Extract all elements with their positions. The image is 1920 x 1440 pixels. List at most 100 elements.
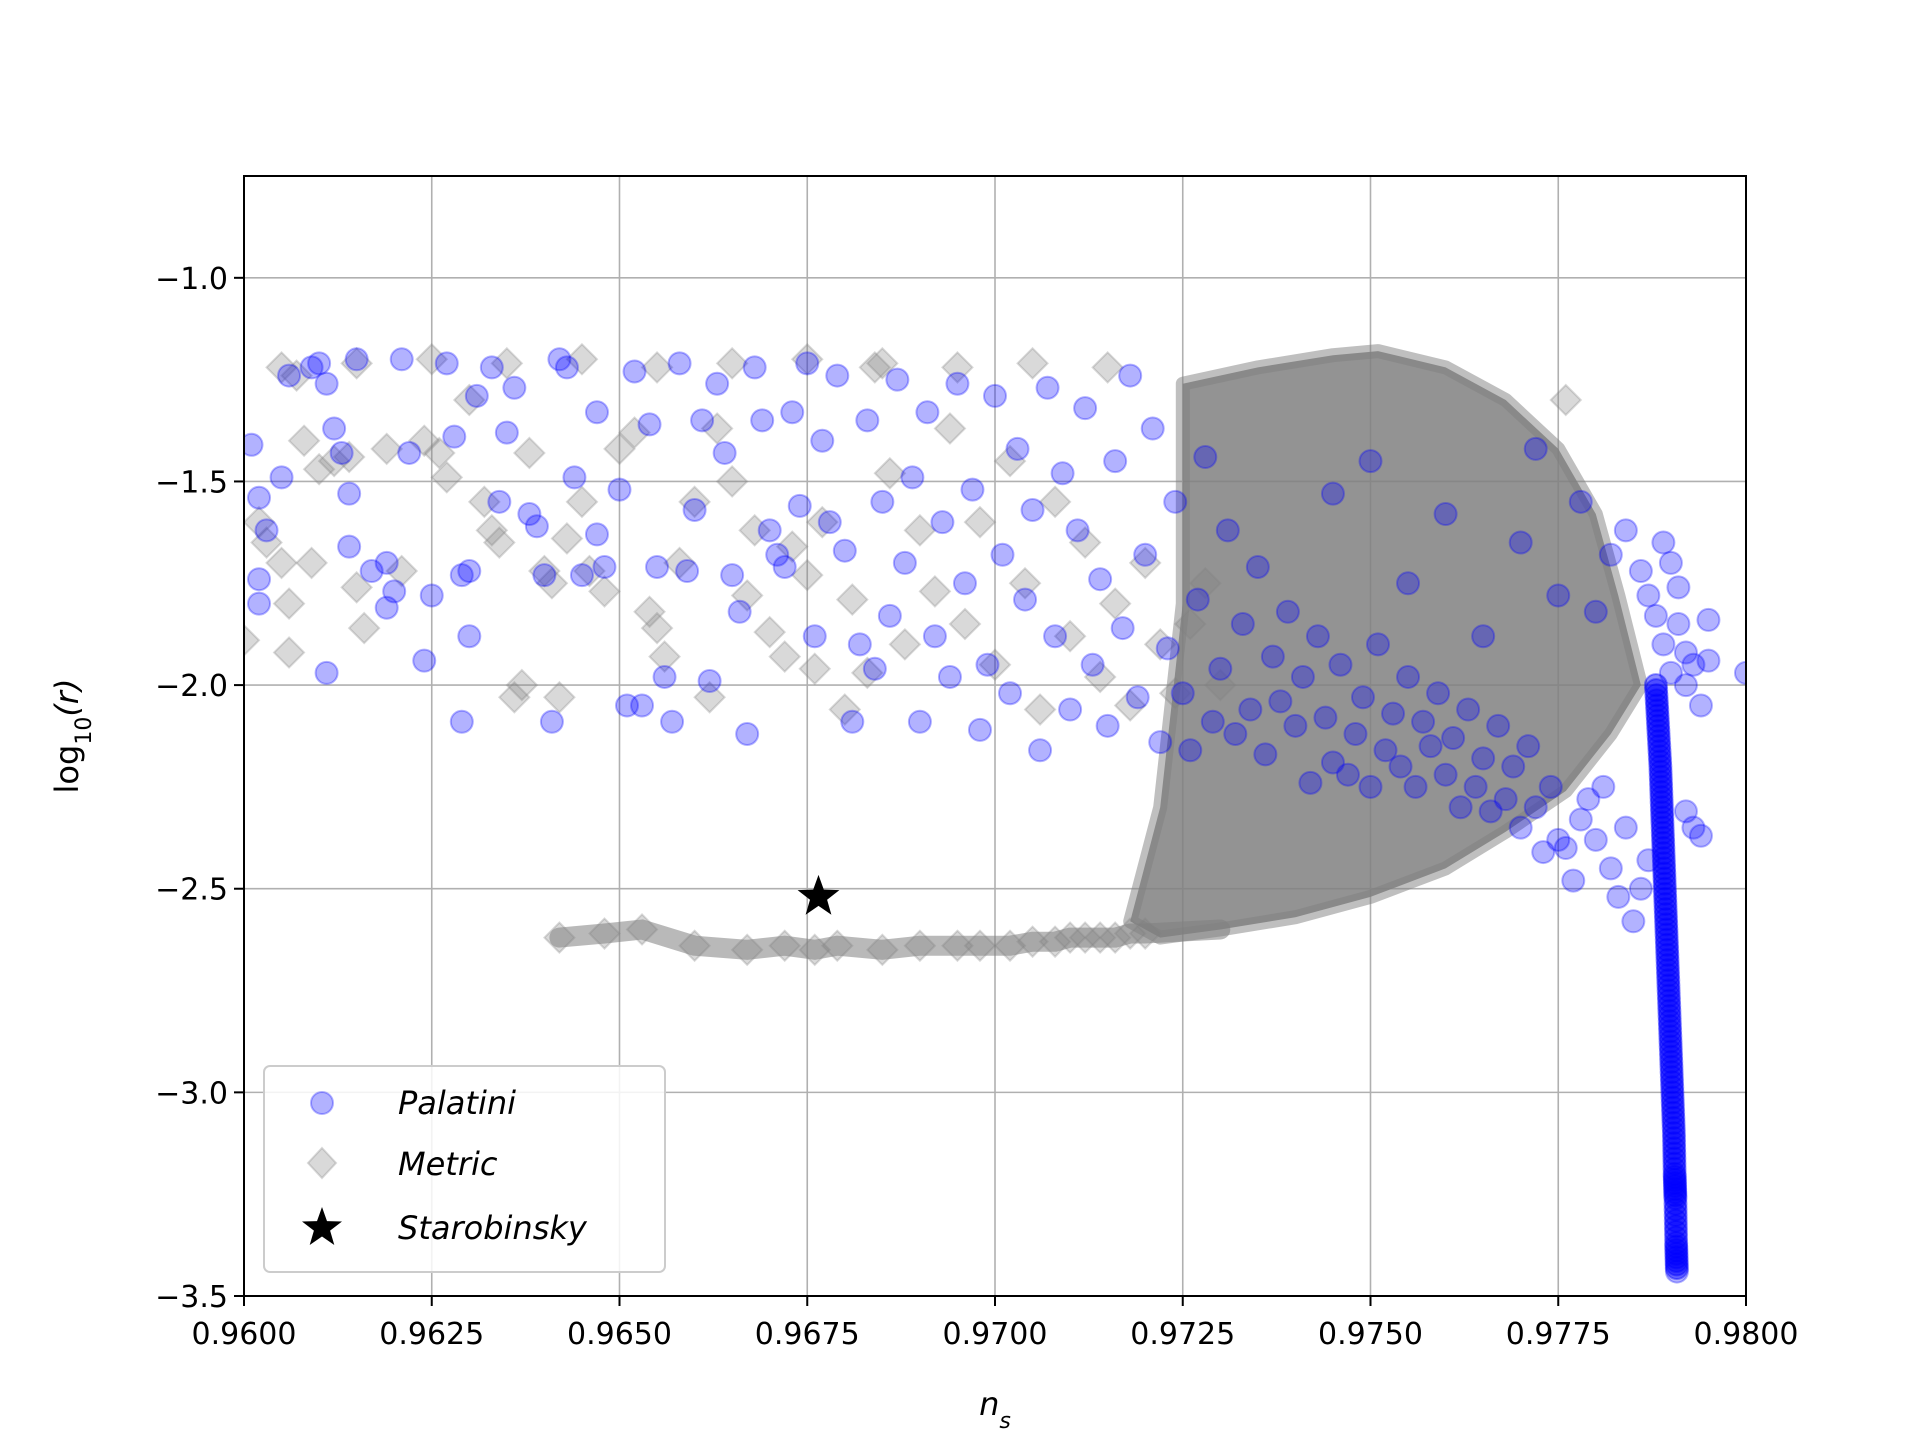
palatini-point bbox=[960, 477, 985, 502]
palatini-point bbox=[1663, 1203, 1688, 1228]
palatini-point bbox=[457, 559, 482, 584]
palatini-point bbox=[1664, 1231, 1689, 1256]
palatini-point bbox=[1493, 787, 1518, 812]
y-axis-title: log10(r) bbox=[48, 679, 97, 794]
palatini-point bbox=[1663, 1174, 1688, 1199]
palatini-point bbox=[840, 709, 865, 734]
palatini-point bbox=[1662, 1141, 1687, 1166]
palatini-point bbox=[494, 420, 519, 445]
metric-point bbox=[805, 505, 839, 539]
palatini-point bbox=[1636, 583, 1661, 608]
metric-point bbox=[715, 465, 749, 498]
palatini-point bbox=[825, 363, 850, 388]
legend-label-starobinsky: Starobinsky bbox=[398, 1209, 588, 1247]
y-tick-label: −1.5 bbox=[155, 465, 228, 500]
palatini-point bbox=[1653, 902, 1678, 927]
palatini-point bbox=[1643, 603, 1668, 628]
palatini-point bbox=[1652, 861, 1677, 886]
metric-point bbox=[565, 485, 599, 519]
palatini-point bbox=[697, 669, 722, 694]
palatini-point bbox=[652, 664, 677, 689]
palatini-point bbox=[1305, 624, 1330, 649]
metric-point bbox=[1038, 485, 1072, 519]
palatini-point bbox=[1664, 1259, 1689, 1284]
palatini-point bbox=[374, 550, 399, 575]
metric-point bbox=[1188, 566, 1222, 600]
palatini-point bbox=[1657, 993, 1682, 1018]
starobinsky-point bbox=[797, 874, 840, 915]
palatini-point bbox=[337, 481, 362, 506]
palatini-point bbox=[967, 717, 992, 742]
palatini-point bbox=[1654, 927, 1679, 952]
palatini-point bbox=[569, 563, 594, 588]
metric-point bbox=[888, 627, 922, 661]
metric-point bbox=[272, 636, 306, 669]
palatini-point bbox=[622, 359, 647, 384]
palatini-point bbox=[795, 351, 820, 376]
palatini-point bbox=[464, 383, 489, 408]
palatini-point bbox=[1696, 607, 1721, 632]
metric-point bbox=[663, 546, 696, 580]
palatini-point bbox=[1088, 567, 1113, 592]
palatini-point bbox=[1662, 1161, 1687, 1186]
palatini-point bbox=[1656, 973, 1681, 998]
palatini-point bbox=[547, 347, 572, 372]
palatini-point bbox=[1621, 909, 1646, 934]
palatini-point bbox=[810, 428, 835, 453]
palatini-point bbox=[1660, 1090, 1685, 1115]
palatini-point bbox=[1681, 815, 1706, 840]
metric-point bbox=[790, 342, 824, 376]
palatini-point bbox=[1335, 762, 1360, 787]
metric-point bbox=[903, 513, 937, 547]
palatini-point bbox=[1734, 660, 1746, 685]
palatini-point bbox=[1320, 481, 1345, 506]
metric-point bbox=[317, 444, 351, 478]
palatini-point bbox=[434, 351, 459, 376]
metric-point bbox=[1158, 676, 1192, 710]
palatini-point bbox=[945, 371, 970, 396]
palatini-point bbox=[314, 371, 339, 396]
x-tick-label: 0.9775 bbox=[1506, 1317, 1611, 1352]
palatini-point bbox=[1260, 644, 1285, 669]
palatini-point bbox=[1403, 774, 1428, 799]
palatini-point bbox=[1644, 678, 1669, 703]
palatini-point bbox=[1651, 632, 1676, 657]
metric-point bbox=[640, 351, 674, 384]
palatini-point bbox=[998, 681, 1023, 706]
palatini-point bbox=[847, 632, 872, 657]
palatini-point bbox=[442, 424, 467, 449]
palatini-point bbox=[1696, 648, 1721, 673]
palatini-point bbox=[1659, 1065, 1684, 1090]
palatini-point bbox=[1654, 922, 1679, 947]
palatini-point bbox=[1650, 815, 1675, 840]
metric-point bbox=[588, 575, 621, 608]
palatini-point bbox=[1313, 705, 1338, 730]
palatini-point bbox=[1373, 738, 1398, 763]
palatini-point bbox=[1660, 1095, 1685, 1120]
metric-point bbox=[1113, 689, 1147, 722]
metric-point bbox=[1549, 383, 1583, 417]
palatini-point bbox=[1664, 1238, 1689, 1263]
palatini-point bbox=[1486, 713, 1511, 738]
palatini-point bbox=[1223, 721, 1248, 746]
palatini-point bbox=[1658, 1039, 1683, 1064]
metric-point bbox=[422, 436, 456, 470]
palatini-point bbox=[1657, 1009, 1682, 1034]
palatini-point bbox=[607, 477, 632, 502]
palatini-point bbox=[1661, 1105, 1686, 1130]
palatini-point bbox=[1268, 689, 1293, 714]
palatini-point bbox=[1396, 664, 1421, 689]
palatini-point bbox=[1644, 683, 1669, 708]
palatini-point bbox=[1328, 652, 1353, 677]
metric-point bbox=[340, 346, 374, 380]
palatini-point bbox=[1656, 978, 1681, 1003]
palatini-point bbox=[1653, 881, 1678, 906]
legend: Palatini Metric Starobinsky bbox=[263, 1065, 666, 1273]
palatini-point bbox=[1441, 726, 1466, 751]
palatini-point bbox=[1298, 770, 1323, 795]
palatini-point bbox=[1230, 612, 1255, 636]
palatini-point bbox=[1652, 866, 1677, 891]
metric-point bbox=[640, 611, 674, 645]
palatini-point bbox=[1664, 1248, 1689, 1273]
y-axis-title-arg: (r) bbox=[48, 679, 86, 717]
